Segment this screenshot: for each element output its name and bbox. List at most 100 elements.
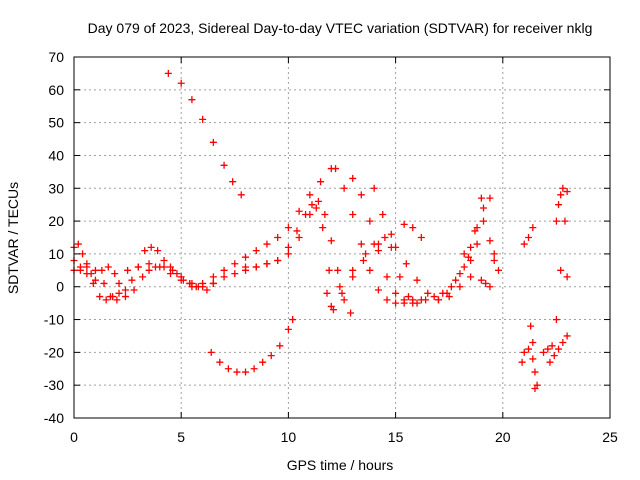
data-point [467, 273, 475, 281]
data-point [555, 345, 563, 353]
data-point [456, 283, 464, 291]
data-point [160, 256, 168, 264]
data-point [233, 368, 241, 376]
series-arc-1 [70, 240, 123, 287]
data-point [559, 184, 567, 192]
data-point [340, 296, 348, 304]
series-arc-9 [242, 197, 355, 317]
data-point [263, 240, 271, 248]
data-point [460, 250, 468, 258]
data-point [529, 355, 537, 363]
grid-lines [74, 57, 610, 418]
data-point [100, 279, 108, 287]
data-point [274, 256, 282, 264]
x-tick-label: 0 [70, 429, 78, 445]
data-point [404, 293, 412, 301]
data-point [242, 263, 250, 271]
y-tick-label: 50 [48, 115, 64, 131]
data-point [366, 266, 374, 274]
data-point [203, 286, 211, 294]
data-point [413, 276, 421, 284]
series-arc-7 [188, 165, 335, 291]
data-point [124, 266, 132, 274]
data-point [98, 266, 106, 274]
series-arc-18 [518, 345, 541, 389]
data-point [473, 240, 481, 248]
data-points [70, 69, 571, 392]
data-point [220, 161, 228, 169]
data-point [563, 273, 571, 281]
data-point [409, 224, 417, 232]
y-tick-label: -30 [44, 377, 64, 393]
y-tick-label: -20 [44, 344, 64, 360]
data-point [374, 286, 382, 294]
data-point [347, 309, 355, 317]
y-tick-label: 0 [56, 279, 64, 295]
data-point [456, 270, 464, 278]
data-point [555, 201, 563, 209]
data-point [306, 191, 314, 199]
data-point [164, 69, 172, 77]
data-point [531, 384, 539, 392]
series-arc-12 [332, 165, 417, 307]
data-point [295, 207, 303, 215]
y-tick-label: -10 [44, 312, 64, 328]
data-point [349, 174, 357, 182]
y-tick-label: 30 [48, 180, 64, 196]
data-point [154, 247, 162, 255]
data-point [113, 296, 121, 304]
x-tick-label: 25 [602, 429, 618, 445]
data-point [552, 316, 560, 324]
series-arc-5 [164, 69, 245, 199]
data-point [443, 289, 451, 297]
data-point [231, 270, 239, 278]
data-point [323, 289, 331, 297]
y-tick-label: 10 [48, 246, 64, 262]
data-point [434, 296, 442, 304]
data-point [387, 243, 395, 251]
data-point [525, 234, 533, 241]
data-point [89, 279, 97, 287]
data-point [177, 79, 185, 87]
data-point [529, 224, 537, 232]
y-tick-label: 40 [48, 147, 64, 163]
data-point [188, 96, 196, 104]
data-point [561, 217, 569, 225]
data-point [314, 197, 322, 205]
data-point [490, 250, 498, 258]
data-point [83, 270, 91, 278]
data-point [383, 273, 391, 281]
data-point [134, 263, 142, 271]
data-point [430, 293, 438, 301]
data-point [336, 283, 344, 291]
data-point [79, 250, 87, 258]
data-point [460, 263, 468, 271]
data-point [381, 234, 389, 241]
data-point [284, 325, 292, 333]
data-point [557, 191, 565, 199]
data-point [293, 227, 301, 235]
data-point [237, 191, 245, 199]
series-arc-3 [70, 243, 200, 304]
data-point [231, 260, 239, 268]
data-point [473, 224, 481, 232]
series-arc-22 [546, 332, 571, 366]
data-point [374, 240, 382, 248]
data-point [392, 289, 400, 297]
series-arc-23 [552, 184, 567, 225]
data-point [96, 293, 104, 301]
data-point [546, 358, 554, 366]
data-point [102, 296, 110, 304]
data-point [548, 342, 556, 350]
data-point [544, 345, 552, 353]
data-point [121, 293, 129, 301]
data-point [327, 237, 335, 245]
data-point [559, 339, 567, 347]
data-point [319, 224, 327, 232]
x-tick-label: 20 [495, 429, 511, 445]
data-point [477, 276, 485, 284]
data-point [520, 240, 528, 248]
y-tick-label: 70 [48, 49, 64, 65]
data-point [340, 184, 348, 192]
data-point [104, 263, 112, 271]
